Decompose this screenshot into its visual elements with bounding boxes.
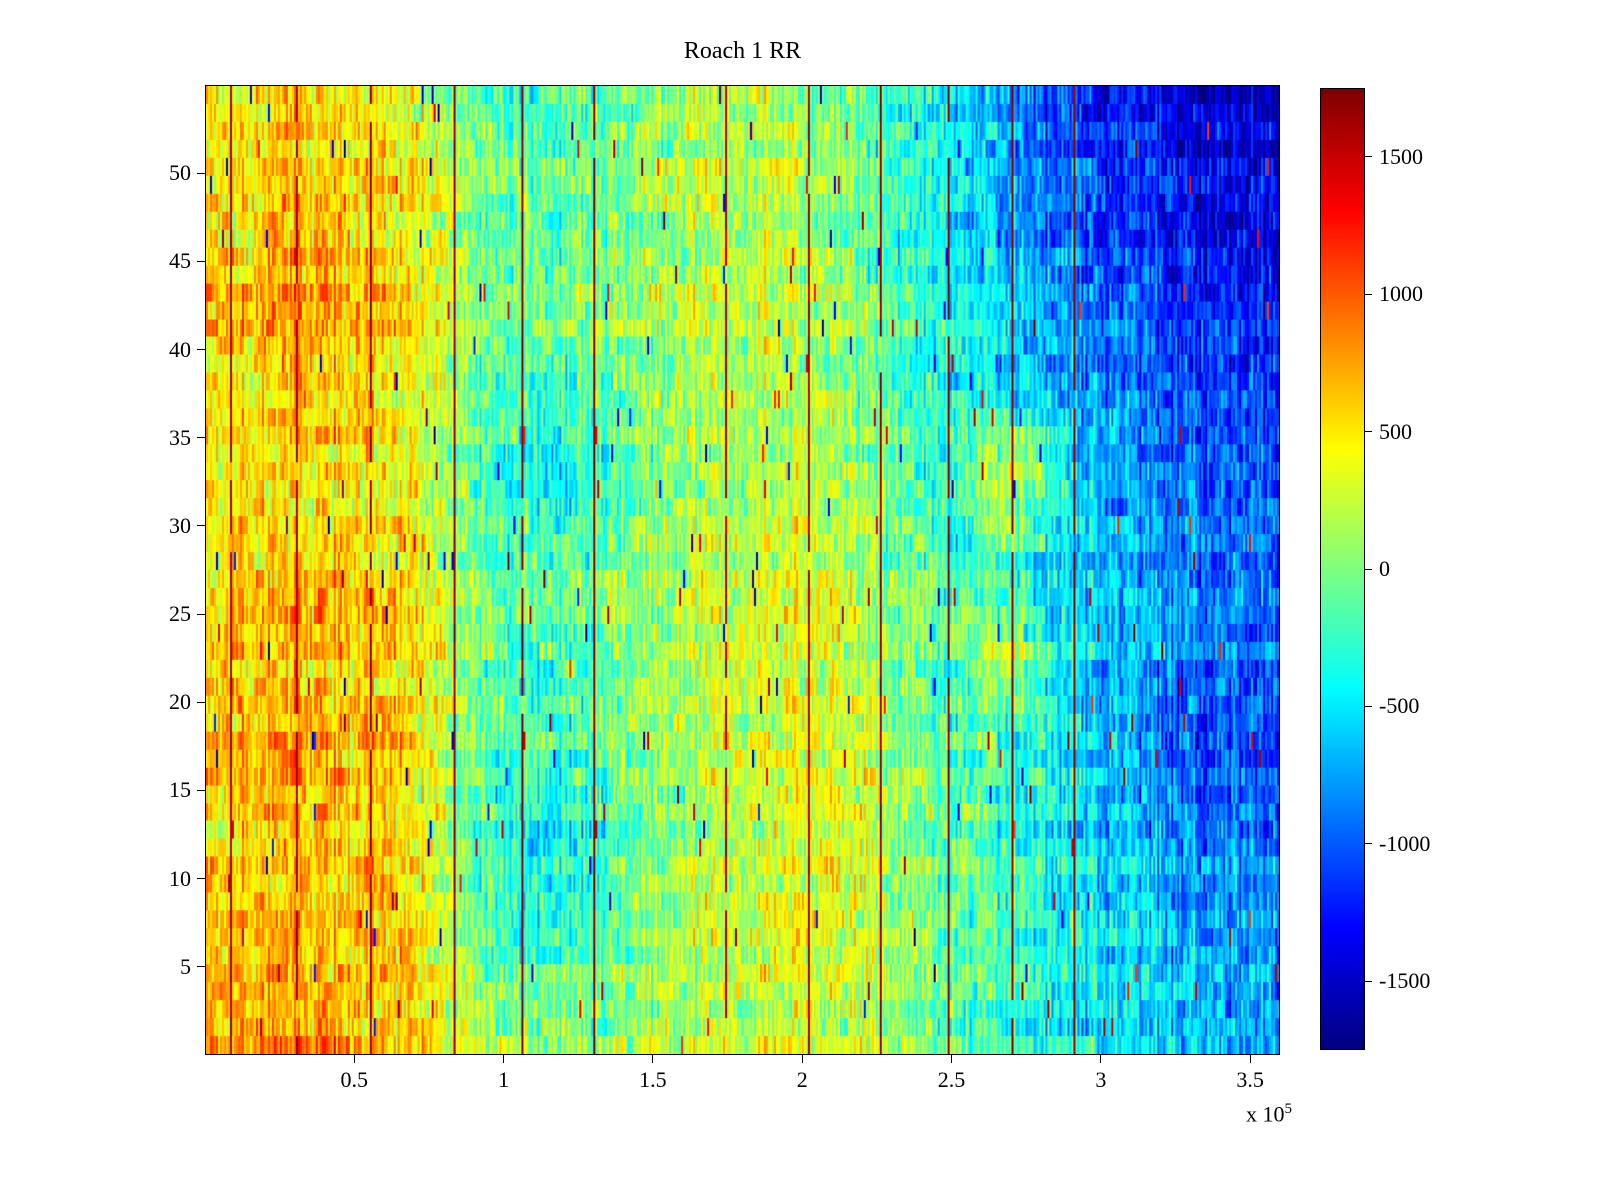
y-tick-label: 15 — [169, 777, 191, 803]
y-tick-label: 45 — [169, 248, 191, 274]
colorbar-tick-mark — [1365, 568, 1372, 570]
x-tick-label: 1 — [498, 1067, 510, 1092]
colorbar-tick-label: 1500 — [1379, 143, 1423, 169]
colorbar-tick-label: 0 — [1379, 556, 1390, 581]
colorbar-tick-label: 1000 — [1379, 281, 1423, 307]
x-tick-label: 2.5 — [937, 1067, 966, 1092]
heatmap-plot-area — [205, 85, 1280, 1055]
x-axis-multiplier-base: x 10 — [1246, 1101, 1285, 1127]
x-tick-mark — [801, 1055, 803, 1063]
y-tick-label: 10 — [169, 865, 191, 891]
x-tick-label: 3 — [1095, 1067, 1107, 1092]
x-tick-label: 3.5 — [1236, 1067, 1264, 1092]
y-tick-mark — [197, 260, 205, 262]
y-tick-label: 50 — [169, 160, 191, 186]
y-tick-label: 5 — [180, 953, 191, 979]
y-tick-mark — [197, 701, 205, 703]
colorbar-tick-mark — [1365, 156, 1372, 158]
chart-title: Roach 1 RR — [683, 38, 802, 64]
colorbar-tick-label: -1000 — [1379, 830, 1431, 856]
x-tick-mark — [503, 1055, 505, 1063]
y-tick-mark — [197, 172, 205, 174]
y-tick-label: 20 — [169, 689, 191, 715]
colorbar-tick-label: 500 — [1379, 418, 1412, 444]
y-tick-mark — [197, 966, 205, 968]
colorbar-tick-label: -500 — [1379, 693, 1420, 719]
x-tick-mark — [1100, 1055, 1102, 1063]
y-tick-label: 40 — [169, 336, 191, 362]
colorbar-tick-label: -1500 — [1379, 968, 1431, 994]
y-tick-mark — [197, 613, 205, 615]
colorbar-tick-mark — [1365, 293, 1372, 295]
colorbar-canvas — [1321, 89, 1364, 1049]
y-tick-label: 35 — [169, 424, 191, 450]
x-axis-multiplier: x 105 — [1182, 1101, 1292, 1127]
y-tick-mark — [197, 878, 205, 880]
x-tick-label: 0.5 — [340, 1067, 369, 1092]
y-tick-mark — [197, 349, 205, 351]
y-tick-mark — [197, 525, 205, 527]
x-tick-label: 1.5 — [639, 1067, 667, 1092]
colorbar-tick-mark — [1365, 705, 1372, 707]
y-tick-mark — [197, 437, 205, 439]
x-tick-label: 2 — [796, 1067, 808, 1092]
colorbar-tick-mark — [1365, 843, 1372, 845]
x-tick-mark — [951, 1055, 953, 1063]
x-tick-mark — [1249, 1055, 1251, 1063]
x-axis-multiplier-exponent: 5 — [1284, 1101, 1293, 1117]
x-tick-mark — [353, 1055, 355, 1063]
heatmap-canvas — [206, 86, 1279, 1054]
y-tick-label: 25 — [169, 601, 191, 627]
y-tick-label: 30 — [169, 512, 191, 538]
colorbar — [1320, 88, 1365, 1050]
colorbar-tick-mark — [1365, 431, 1372, 433]
y-tick-mark — [197, 789, 205, 791]
colorbar-tick-mark — [1365, 980, 1372, 982]
x-tick-mark — [652, 1055, 654, 1063]
